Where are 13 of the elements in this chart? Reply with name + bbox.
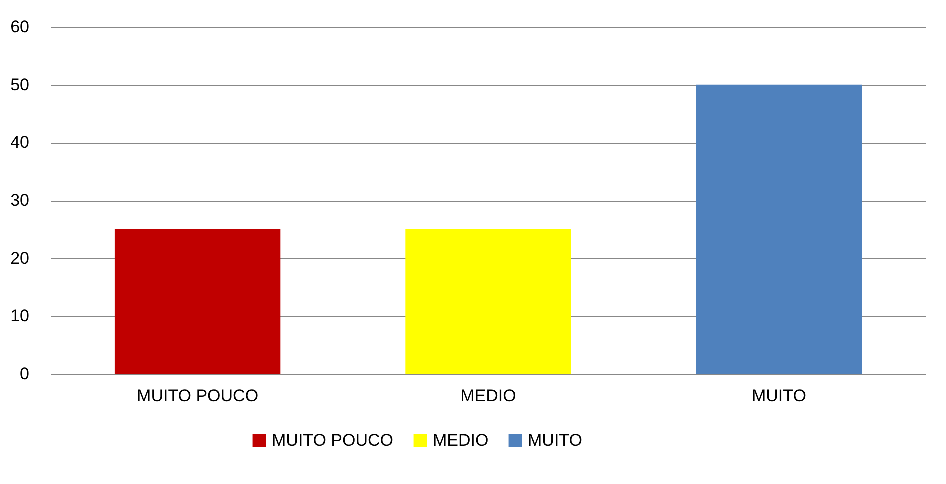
- x-tick-label: MEDIO: [460, 386, 516, 406]
- y-tick-label: 10: [10, 306, 30, 326]
- y-tick-label: 40: [10, 133, 30, 152]
- y-tick-label: 0: [20, 364, 30, 384]
- x-tick-label: MUITO POUCO: [137, 386, 259, 406]
- y-tick-label: 50: [10, 75, 30, 94]
- legend-label: MUITO POUCO: [272, 430, 394, 450]
- legend-label: MUITO: [528, 430, 582, 450]
- y-tick-label: 20: [10, 248, 30, 268]
- y-tick-label: 30: [10, 191, 30, 210]
- legend-label: MEDIO: [433, 430, 489, 450]
- x-tick-label: MUITO: [752, 386, 806, 406]
- y-tick-label: 60: [10, 18, 30, 36]
